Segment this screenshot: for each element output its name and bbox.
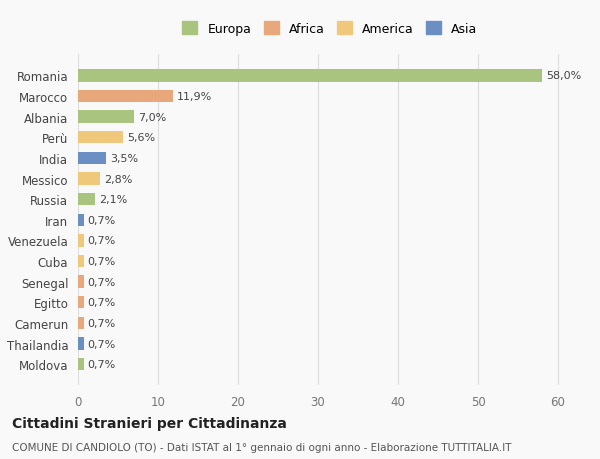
Legend: Europa, Africa, America, Asia: Europa, Africa, America, Asia: [179, 18, 481, 39]
Text: 7,0%: 7,0%: [138, 112, 166, 123]
Text: 58,0%: 58,0%: [546, 71, 581, 81]
Text: Cittadini Stranieri per Cittadinanza: Cittadini Stranieri per Cittadinanza: [12, 416, 287, 430]
Text: 2,8%: 2,8%: [104, 174, 133, 184]
Text: 2,1%: 2,1%: [99, 195, 127, 205]
Text: 0,7%: 0,7%: [88, 215, 116, 225]
Bar: [78, 111, 134, 123]
Bar: [78, 358, 83, 370]
Text: 0,7%: 0,7%: [88, 318, 116, 328]
Bar: [78, 255, 83, 268]
Bar: [78, 297, 83, 309]
Bar: [78, 194, 95, 206]
Text: 0,7%: 0,7%: [88, 297, 116, 308]
Text: 0,7%: 0,7%: [88, 359, 116, 369]
Bar: [78, 152, 106, 165]
Text: COMUNE DI CANDIOLO (TO) - Dati ISTAT al 1° gennaio di ogni anno - Elaborazione T: COMUNE DI CANDIOLO (TO) - Dati ISTAT al …: [12, 442, 511, 452]
Bar: [78, 317, 83, 330]
Text: 5,6%: 5,6%: [127, 133, 155, 143]
Bar: [78, 91, 173, 103]
Bar: [78, 214, 83, 226]
Text: 0,7%: 0,7%: [88, 277, 116, 287]
Bar: [78, 70, 542, 83]
Text: 0,7%: 0,7%: [88, 236, 116, 246]
Bar: [78, 173, 100, 185]
Bar: [78, 235, 83, 247]
Text: 0,7%: 0,7%: [88, 339, 116, 349]
Bar: [78, 276, 83, 288]
Text: 11,9%: 11,9%: [177, 92, 212, 102]
Text: 0,7%: 0,7%: [88, 257, 116, 267]
Bar: [78, 338, 83, 350]
Bar: [78, 132, 123, 144]
Text: 3,5%: 3,5%: [110, 154, 138, 163]
